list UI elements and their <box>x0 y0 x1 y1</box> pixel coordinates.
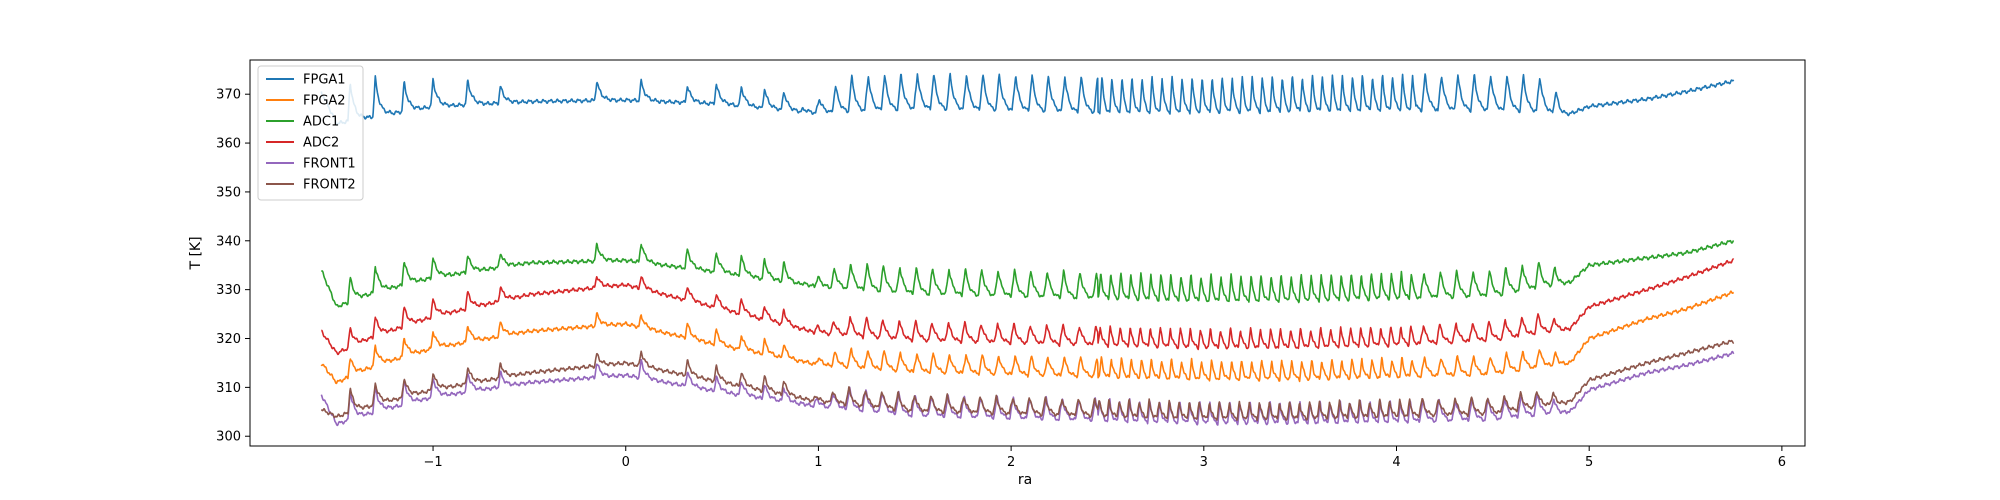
legend: FPGA1 FPGA2 ADC1 ADC2 FRONT1 FRONT2 <box>257 65 364 201</box>
series-line-fpga1 <box>320 72 1735 126</box>
legend-label: ADC1 <box>303 115 339 130</box>
x-tick-label: −1 <box>423 455 442 470</box>
y-tick-label: 360 <box>216 137 241 152</box>
y-tick-label: 300 <box>216 430 241 445</box>
y-tick-label: 320 <box>216 332 241 347</box>
y-tick-label: 350 <box>216 185 241 200</box>
y-axis-label: T [K] <box>188 236 204 270</box>
x-axis-ticks: −1 0 1 2 3 4 5 6 <box>423 446 1786 470</box>
x-tick-label: 3 <box>1200 455 1208 470</box>
legend-label: FPGA2 <box>303 94 346 109</box>
y-tick-label: 340 <box>216 234 241 249</box>
legend-label: ADC2 <box>303 136 339 151</box>
y-tick-label: 310 <box>216 381 241 396</box>
series-line-adc2 <box>320 258 1735 356</box>
x-tick-label: 2 <box>1007 455 1015 470</box>
x-tick-label: 5 <box>1585 455 1593 470</box>
series-line-fpga2 <box>320 290 1735 385</box>
legend-label: FPGA1 <box>303 73 346 88</box>
y-tick-label: 330 <box>216 283 241 298</box>
x-tick-label: 1 <box>814 455 822 470</box>
y-axis-ticks: 300 310 320 330 340 350 360 370 <box>216 88 250 445</box>
series-layer <box>320 72 1735 427</box>
x-tick-label: 6 <box>1778 455 1786 470</box>
x-tick-label: 0 <box>622 455 630 470</box>
series-line-front1 <box>320 350 1735 427</box>
legend-label: FRONT1 <box>303 157 356 172</box>
x-tick-label: 4 <box>1392 455 1400 470</box>
plot-frame <box>249 59 1806 447</box>
y-tick-label: 370 <box>216 88 241 103</box>
legend-label: FRONT2 <box>303 178 356 193</box>
series-line-front2 <box>320 339 1735 422</box>
series-line-adc1 <box>320 239 1735 308</box>
x-axis-label: ra <box>1018 472 1032 488</box>
